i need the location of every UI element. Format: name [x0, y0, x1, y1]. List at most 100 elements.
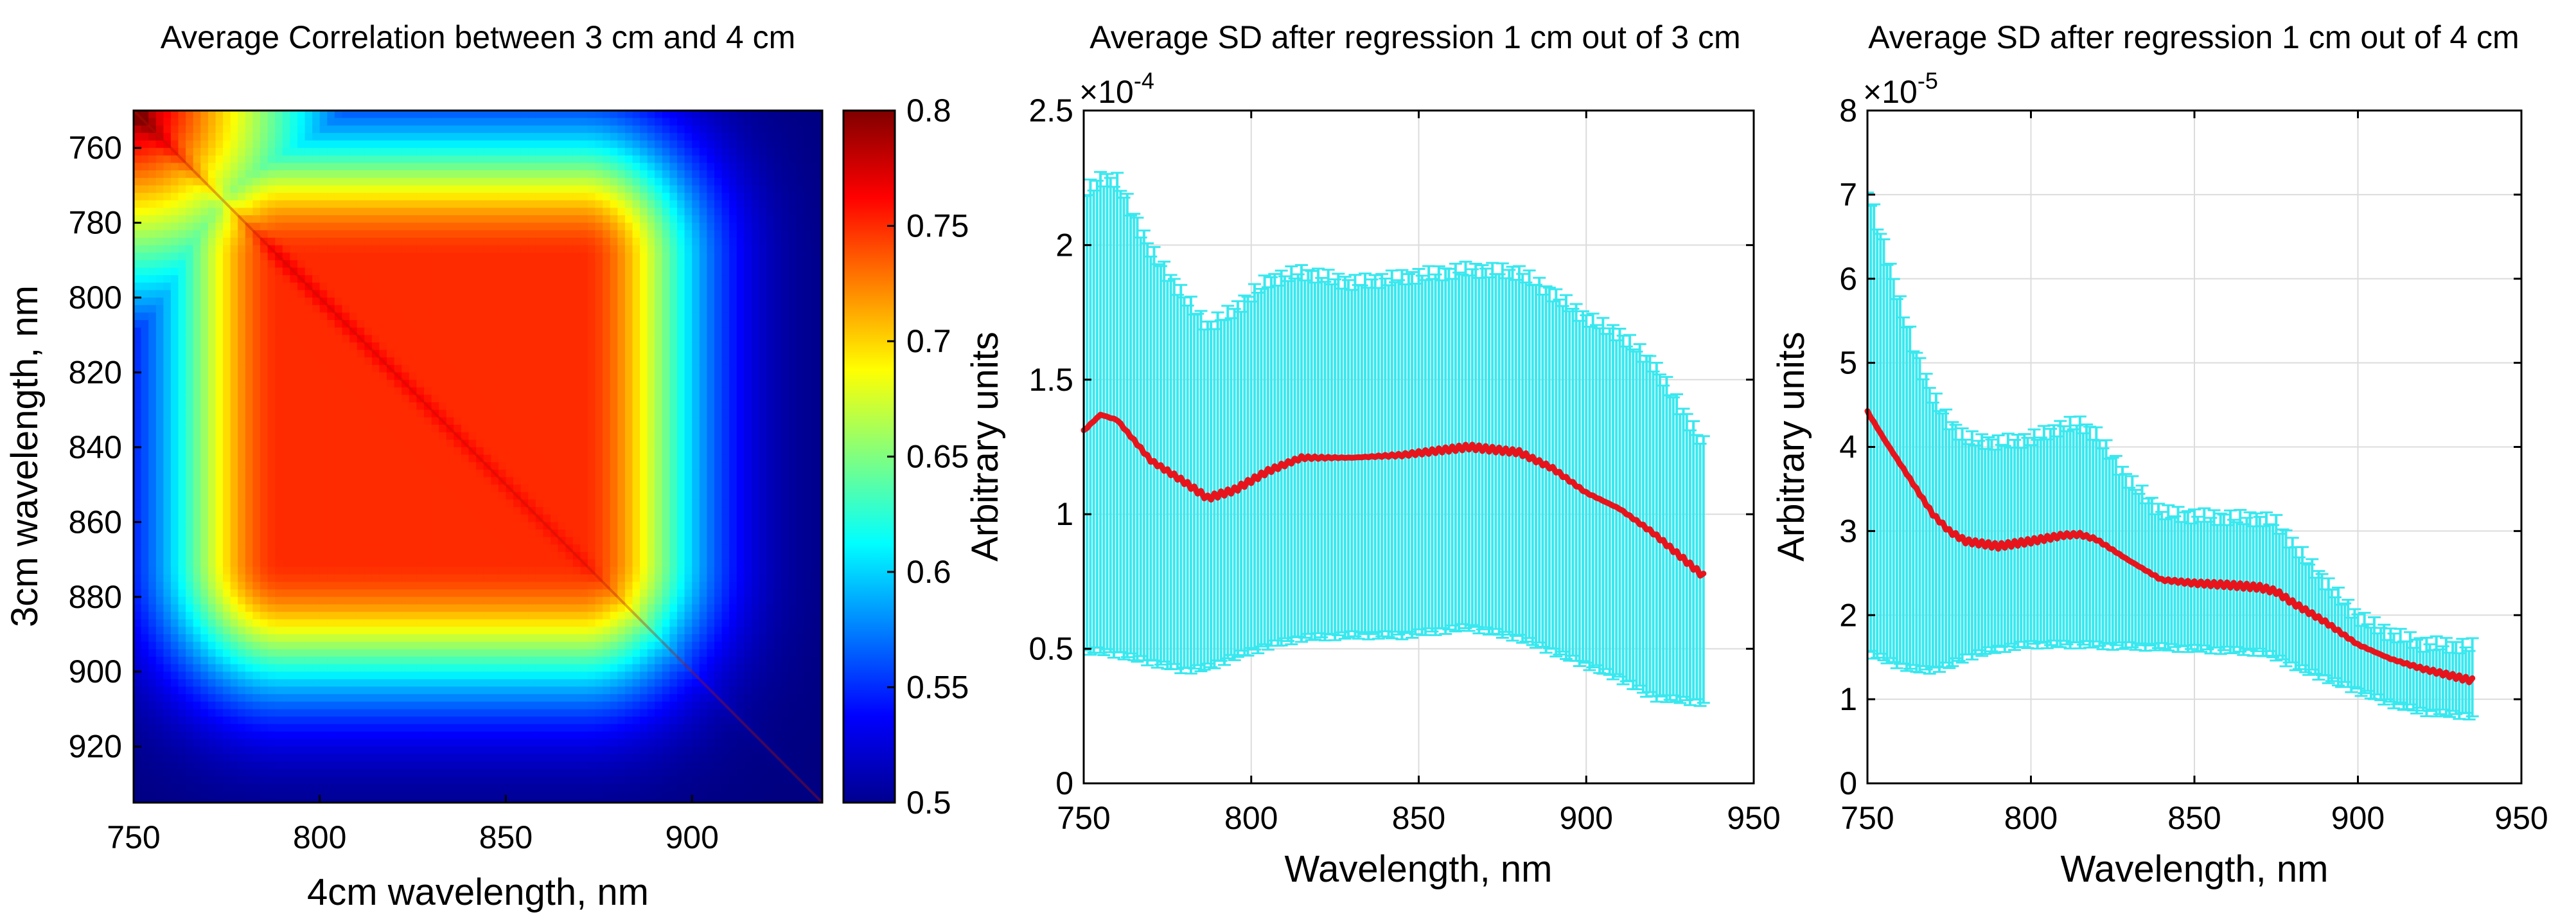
heatmap-cell	[349, 387, 358, 395]
heatmap-cell	[312, 769, 321, 777]
heatmap-cell	[379, 282, 387, 290]
heatmap-cell	[446, 537, 454, 545]
heatmap-cell	[483, 641, 491, 650]
heatmap-cell	[520, 364, 529, 373]
heatmap-cell	[491, 492, 499, 500]
heatmap-cell	[186, 514, 194, 522]
heatmap-cell	[297, 686, 306, 695]
heatmap-cell	[148, 155, 157, 164]
heatmap-cell	[476, 694, 484, 702]
heatmap-cell	[461, 731, 470, 740]
heatmap-cell	[461, 298, 470, 306]
heatmap-cell	[357, 290, 365, 298]
heatmap-cell	[371, 208, 380, 216]
heatmap-cell	[520, 118, 529, 126]
heatmap-cell	[155, 447, 164, 456]
heatmap-cell	[513, 582, 522, 590]
heatmap-cell	[394, 320, 402, 328]
heatmap-cell	[282, 717, 290, 725]
heatmap-cell	[319, 177, 328, 186]
heatmap-cell	[394, 327, 402, 335]
heatmap-cell	[215, 641, 224, 650]
heatmap-cell	[252, 395, 261, 403]
heatmap-cell	[252, 290, 261, 298]
heatmap-cell	[424, 417, 432, 425]
heatmap-cell	[290, 417, 298, 425]
heatmap-cell	[223, 132, 231, 141]
heatmap-cell	[282, 417, 290, 425]
heatmap-cell	[409, 432, 417, 440]
heatmap-cell	[439, 552, 447, 560]
heatmap-cell	[327, 237, 335, 246]
heatmap-cell	[319, 761, 328, 770]
heatmap-cell	[506, 290, 514, 298]
heatmap-cell	[454, 425, 462, 433]
heatmap-cell	[513, 709, 522, 717]
heatmap-cell	[498, 177, 507, 186]
heatmap-cell	[134, 754, 142, 762]
heatmap-cell	[446, 327, 454, 335]
heatmap-cell	[260, 485, 269, 493]
heatmap-cell	[178, 140, 186, 148]
heatmap-cell	[163, 327, 172, 335]
heatmap-cell	[193, 275, 201, 283]
heatmap-cell	[446, 350, 454, 358]
heatmap-cell	[148, 612, 157, 620]
heatmap-cell	[342, 469, 350, 478]
heatmap-cell	[282, 799, 290, 803]
heatmap-cell	[446, 709, 454, 717]
heatmap-cell	[520, 477, 529, 485]
heatmap-cell	[275, 604, 283, 612]
heatmap-cell	[506, 776, 514, 785]
heatmap-cell	[260, 163, 269, 171]
heatmap-cell	[468, 612, 477, 620]
heatmap-cell	[334, 125, 343, 134]
heatmap-cell	[520, 342, 529, 351]
heatmap-cell	[275, 657, 283, 665]
heatmap-cell	[468, 709, 477, 717]
heatmap-cell	[498, 253, 507, 261]
heatmap-cell	[223, 177, 231, 186]
heatmap-cell	[327, 582, 335, 590]
heatmap-cell	[483, 612, 491, 620]
heatmap-cell	[245, 335, 253, 343]
heatmap-cell	[401, 709, 410, 717]
heatmap-cell	[334, 799, 343, 803]
heatmap-cell	[207, 791, 216, 799]
heatmap-cell	[155, 380, 164, 388]
heatmap-cell	[416, 679, 425, 688]
heatmap-cell	[409, 686, 417, 695]
heatmap-cell	[342, 111, 350, 119]
heatmap-cell	[454, 111, 462, 119]
heatmap-cell	[506, 724, 514, 732]
heatmap-cell	[379, 589, 387, 598]
heatmap-cell	[513, 148, 522, 156]
heatmap-cell	[252, 627, 261, 635]
heatmap-cell	[155, 163, 164, 171]
heatmap-cell	[223, 769, 231, 777]
heatmap-cell	[424, 208, 432, 216]
heatmap-cell	[319, 724, 328, 732]
heatmap-cell	[334, 305, 343, 313]
heatmap-cell	[170, 679, 179, 688]
heatmap-cell	[483, 387, 491, 395]
heatmap-cell	[200, 387, 209, 395]
heatmap-cell	[528, 574, 536, 583]
heatmap-cell	[454, 717, 462, 725]
heatmap-cell	[319, 454, 328, 463]
heatmap-cell	[528, 148, 536, 156]
heatmap-cell	[245, 237, 253, 246]
heatmap-cell	[357, 185, 365, 193]
heatmap-cell	[290, 799, 298, 803]
heatmap-cell	[379, 694, 387, 702]
heatmap-cell	[148, 215, 157, 224]
heatmap-cell	[409, 335, 417, 343]
heatmap-cell	[319, 783, 328, 792]
heatmap-cell	[319, 657, 328, 665]
heatmap-cell	[260, 731, 269, 740]
heatmap-cell	[528, 372, 536, 380]
heatmap-cell	[163, 530, 172, 538]
heatmap-cell	[238, 312, 246, 321]
heatmap-cell	[260, 522, 269, 530]
heatmap-cell	[200, 492, 209, 500]
